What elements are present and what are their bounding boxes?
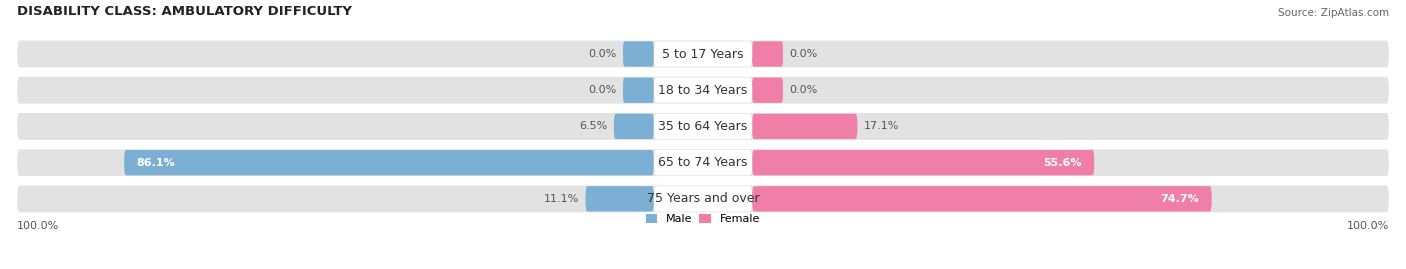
Text: 11.1%: 11.1% [544, 194, 579, 204]
FancyBboxPatch shape [17, 41, 1389, 68]
FancyBboxPatch shape [614, 114, 654, 139]
Text: 75 Years and over: 75 Years and over [647, 192, 759, 205]
FancyBboxPatch shape [654, 114, 752, 139]
FancyBboxPatch shape [623, 41, 654, 67]
Text: Source: ZipAtlas.com: Source: ZipAtlas.com [1278, 8, 1389, 18]
Text: 65 to 74 Years: 65 to 74 Years [658, 156, 748, 169]
FancyBboxPatch shape [17, 77, 1389, 104]
FancyBboxPatch shape [752, 150, 1094, 175]
FancyBboxPatch shape [17, 113, 1389, 140]
Legend: Male, Female: Male, Female [647, 214, 759, 224]
Text: 17.1%: 17.1% [863, 121, 898, 132]
Text: 6.5%: 6.5% [579, 121, 607, 132]
FancyBboxPatch shape [752, 41, 783, 67]
FancyBboxPatch shape [585, 186, 654, 211]
Text: 0.0%: 0.0% [789, 49, 817, 59]
Text: 0.0%: 0.0% [589, 85, 617, 95]
FancyBboxPatch shape [752, 114, 858, 139]
FancyBboxPatch shape [752, 77, 783, 103]
FancyBboxPatch shape [623, 77, 654, 103]
FancyBboxPatch shape [124, 150, 654, 175]
Text: 35 to 64 Years: 35 to 64 Years [658, 120, 748, 133]
FancyBboxPatch shape [752, 186, 1212, 211]
Text: 74.7%: 74.7% [1161, 194, 1199, 204]
Text: 5 to 17 Years: 5 to 17 Years [662, 48, 744, 61]
Text: 18 to 34 Years: 18 to 34 Years [658, 84, 748, 97]
FancyBboxPatch shape [17, 149, 1389, 176]
FancyBboxPatch shape [654, 77, 752, 103]
FancyBboxPatch shape [654, 41, 752, 67]
Text: 100.0%: 100.0% [17, 221, 59, 231]
Text: DISABILITY CLASS: AMBULATORY DIFFICULTY: DISABILITY CLASS: AMBULATORY DIFFICULTY [17, 5, 352, 18]
Text: 0.0%: 0.0% [789, 85, 817, 95]
Text: 100.0%: 100.0% [1347, 221, 1389, 231]
Text: 55.6%: 55.6% [1043, 158, 1083, 168]
FancyBboxPatch shape [17, 185, 1389, 212]
Text: 86.1%: 86.1% [136, 158, 176, 168]
Text: 0.0%: 0.0% [589, 49, 617, 59]
FancyBboxPatch shape [654, 186, 752, 211]
FancyBboxPatch shape [654, 150, 752, 175]
